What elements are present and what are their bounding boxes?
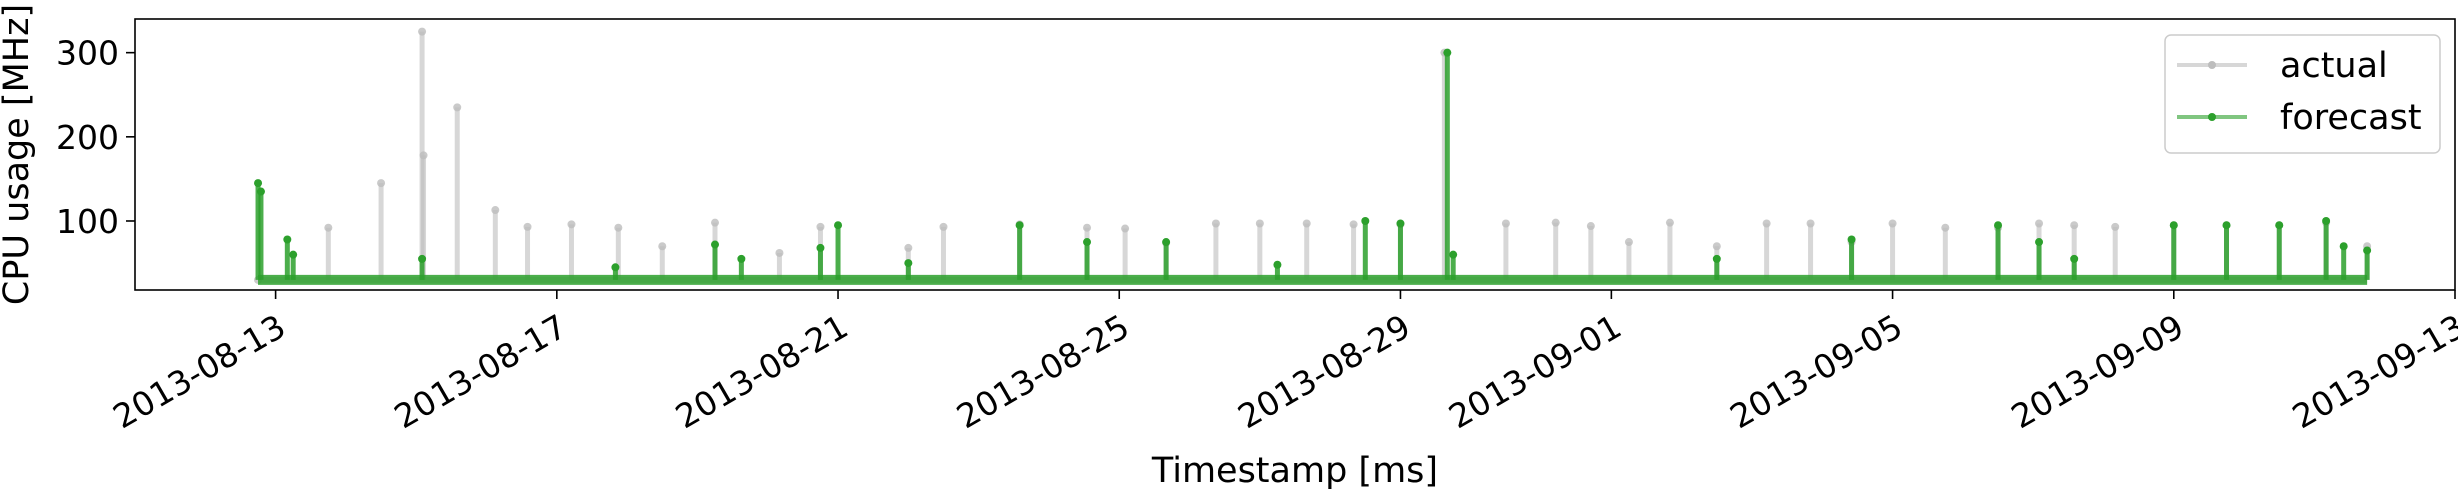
actual-point-12 (775, 248, 784, 257)
actual-point-28 (1586, 222, 1595, 231)
x-axis-title: Timestamp [ms] (1151, 451, 1438, 490)
actual-point-26 (1501, 219, 1510, 228)
legend-label-actual: actual (2280, 46, 2388, 86)
actual-point-9 (614, 223, 623, 232)
forecast-point-9 (834, 221, 843, 230)
actual-point-20 (1211, 219, 1220, 228)
plot-frame (134, 18, 2456, 291)
forecast-point-0 (254, 179, 263, 188)
actual-point-33 (1806, 219, 1815, 228)
actual-point-6 (491, 206, 500, 215)
actual-point-32 (1762, 219, 1771, 228)
forecast-point-25 (2222, 221, 2231, 230)
forecast-point-8 (816, 243, 825, 252)
forecast-point-18 (1449, 250, 1458, 259)
actual-point-35 (1888, 219, 1897, 228)
actual-point-36 (1941, 223, 1950, 232)
forecast-point-6 (711, 240, 719, 249)
forecast-point-24 (2169, 221, 2178, 230)
actual-point-2 (377, 179, 386, 188)
forecast-point-17 (1443, 48, 1452, 57)
actual-point-8 (567, 220, 576, 229)
forecast-point-27 (2322, 216, 2331, 225)
forecast-point-16 (1396, 219, 1405, 228)
legend-marker-forecast (2208, 113, 2216, 121)
forecast-point-19 (1712, 254, 1721, 263)
actual-point-30 (1665, 218, 1674, 227)
actual-point-39 (2070, 221, 2079, 230)
forecast-point-13 (1162, 238, 1171, 247)
forecast-point-15 (1361, 216, 1370, 225)
y-axis-title: CPU usage [MHz] (0, 4, 37, 305)
forecast-point-14 (1273, 260, 1282, 269)
y-tick-label-1: 200 (56, 118, 119, 157)
forecast-series (254, 48, 2372, 285)
actual-point-22 (1302, 219, 1311, 228)
y-tick-label-2: 300 (56, 34, 119, 73)
actual-point-14 (904, 243, 913, 252)
actual-point-15 (939, 222, 948, 231)
actual-point-40 (2111, 222, 2120, 231)
forecast-point-7 (737, 254, 746, 263)
legend-marker-actual (2208, 61, 2216, 69)
actual-point-10 (658, 242, 667, 251)
forecast-point-10 (904, 259, 913, 268)
actual-point-18 (1121, 224, 1130, 233)
forecast-point-29 (2363, 246, 2372, 255)
forecast-point-1 (256, 187, 265, 196)
forecast-point-2 (283, 235, 292, 244)
forecast-point-28 (2339, 242, 2348, 251)
forecast-point-26 (2275, 221, 2284, 230)
actual-point-38 (2035, 219, 2044, 228)
forecast-point-11 (1015, 221, 1024, 230)
legend-label-forecast: forecast (2280, 98, 2422, 138)
actual-point-17 (1083, 223, 1092, 232)
legend: actual forecast (2164, 34, 2441, 154)
actual-point-4 (419, 151, 428, 160)
actual-point-5 (453, 103, 462, 112)
forecast-point-20 (1847, 235, 1856, 244)
forecast-point-22 (2035, 238, 2044, 247)
actual-point-7 (523, 222, 532, 231)
forecast-point-21 (1994, 221, 2003, 230)
y-axis: 100 200 300 (56, 34, 135, 241)
actual-point-3 (418, 27, 427, 36)
actual-point-21 (1255, 219, 1264, 228)
actual-point-13 (816, 222, 825, 231)
forecast-point-12 (1083, 238, 1092, 247)
actual-point-11 (711, 218, 719, 227)
actual-point-29 (1624, 238, 1633, 247)
actual-point-23 (1349, 220, 1358, 229)
forecast-point-5 (611, 263, 620, 272)
forecast-point-23 (2070, 254, 2079, 263)
actual-point-27 (1551, 218, 1560, 227)
forecast-point-3 (289, 250, 298, 259)
forecast-point-4 (418, 254, 427, 263)
y-tick-label-0: 100 (56, 202, 119, 241)
actual-point-1 (324, 223, 333, 232)
actual-point-31 (1712, 242, 1721, 251)
